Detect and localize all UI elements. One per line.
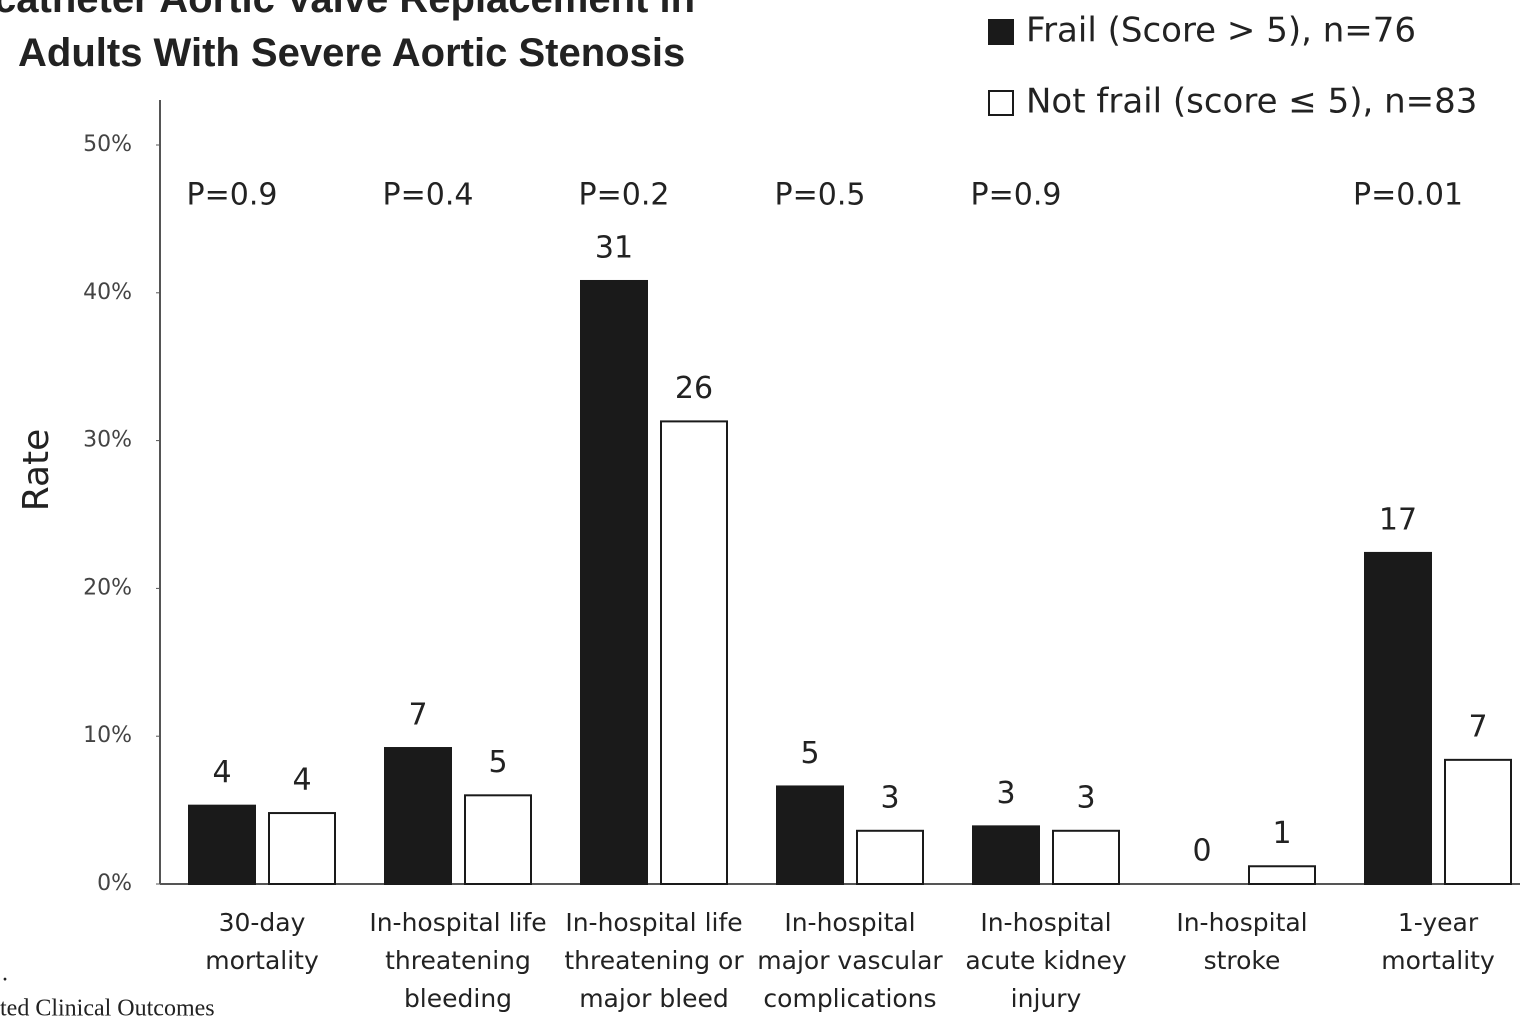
bar — [1248, 865, 1316, 885]
p-value: P=0.5 — [775, 178, 866, 213]
x-tick-label: 30-day — [219, 908, 306, 937]
y-axis-label: Rate — [16, 429, 57, 512]
data-label: 3 — [1076, 780, 1095, 815]
p-value: P=0.9 — [971, 178, 1062, 213]
x-tick-label: In-hospital life — [369, 908, 546, 937]
bar — [384, 747, 452, 885]
x-tick-label: In-hospital — [980, 908, 1111, 937]
bar — [776, 785, 844, 886]
legend-swatch — [988, 19, 1014, 45]
y-tick-label: 20% — [83, 575, 132, 600]
y-tick-label: 50% — [83, 132, 132, 157]
bar — [1364, 551, 1432, 885]
data-label: 4 — [212, 755, 231, 790]
legend-swatch — [988, 90, 1014, 116]
p-value: P=0.2 — [579, 178, 670, 213]
x-tick-label: major bleed — [579, 984, 729, 1013]
chart-title: catheter Aortic Valve Replacement in — [0, 0, 695, 21]
x-tick-label: 1-year — [1398, 908, 1479, 937]
bar — [660, 420, 728, 885]
bar — [972, 825, 1040, 885]
x-tick-label: threatening or — [564, 946, 744, 975]
x-tick-label: complications — [763, 984, 936, 1013]
bar — [268, 812, 336, 886]
p-value: P=0.01 — [1353, 178, 1463, 213]
x-tick-label: In-hospital life — [565, 908, 742, 937]
data-label: 3 — [880, 780, 899, 815]
bar — [856, 829, 924, 885]
data-label: 1 — [1272, 816, 1291, 851]
data-label: 7 — [408, 698, 427, 733]
x-tick-label: stroke — [1204, 946, 1281, 975]
data-label: 7 — [1468, 709, 1487, 744]
data-label: 17 — [1379, 502, 1417, 537]
data-label: 5 — [800, 736, 819, 771]
y-tick-label: 0% — [97, 871, 132, 896]
footer: ted Clinical Outcomes — [0, 996, 215, 1018]
y-tick-label: 30% — [83, 428, 132, 453]
data-label: 31 — [595, 230, 633, 265]
x-tick-label: threatening — [385, 946, 531, 975]
y-tick-label: 10% — [83, 723, 132, 748]
p-value: P=0.9 — [187, 178, 278, 213]
bar — [188, 804, 256, 886]
data-label: 4 — [292, 763, 311, 798]
x-tick-label: mortality — [1381, 946, 1495, 975]
x-tick-label: major vascular — [757, 946, 943, 975]
data-label: 26 — [675, 371, 713, 406]
bar — [1052, 829, 1120, 885]
x-tick-label: bleeding — [404, 984, 512, 1013]
y-tick-label: 40% — [83, 280, 132, 305]
bar — [464, 794, 532, 886]
legend-label: Not frail (score ≤ 5), n=83 — [1026, 82, 1477, 122]
bar — [580, 279, 648, 885]
data-label: 0 — [1192, 834, 1211, 869]
x-tick-label: injury — [1011, 984, 1082, 1013]
p-value: P=0.4 — [383, 178, 474, 213]
legend-label: Frail (Score > 5), n=76 — [1026, 11, 1416, 51]
x-tick-label: In-hospital — [784, 908, 915, 937]
data-label: 3 — [996, 776, 1015, 811]
bar — [1444, 758, 1512, 886]
x-tick-label: acute kidney — [965, 946, 1127, 975]
caption: . — [2, 961, 8, 987]
x-tick-label: In-hospital — [1176, 908, 1307, 937]
chart-title: Adults With Severe Aortic Stenosis — [18, 31, 685, 75]
x-tick-label: mortality — [205, 946, 319, 975]
data-label: 5 — [488, 745, 507, 780]
